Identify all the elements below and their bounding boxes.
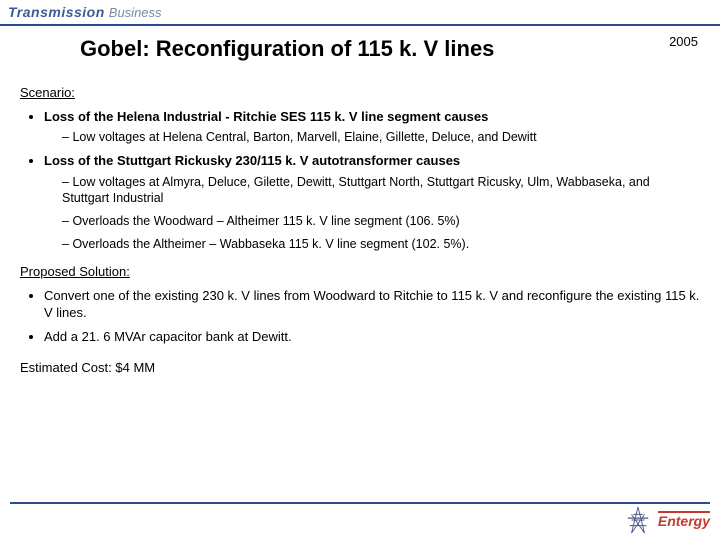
scenario-subitem: Overloads the Woodward – Altheimer 115 k…: [62, 213, 700, 230]
solution-item: Add a 21. 6 MVAr capacitor bank at Dewit…: [44, 328, 700, 346]
footer: Entergy: [10, 502, 710, 534]
estimated-cost: Estimated Cost: $4 MM: [20, 359, 700, 377]
scenario-list: Loss of the Helena Industrial - Ritchie …: [20, 108, 700, 253]
solution-item: Convert one of the existing 230 k. V lin…: [44, 287, 700, 322]
scenario-item: Loss of the Helena Industrial - Ritchie …: [44, 108, 700, 146]
scenario-subitem: Low voltages at Almyra, Deluce, Gilette,…: [62, 174, 700, 208]
brand-main: Transmission: [8, 4, 105, 20]
year-label: 2005: [669, 34, 698, 49]
entergy-logo: Entergy: [658, 511, 710, 529]
scenario-item: Loss of the Stuttgart Rickusky 230/115 k…: [44, 152, 700, 253]
scenario-subitem: Overloads the Altheimer – Wabbaseka 115 …: [62, 236, 700, 253]
scenario-item-text: Loss of the Stuttgart Rickusky 230/115 k…: [44, 153, 460, 168]
solution-list: Convert one of the existing 230 k. V lin…: [20, 287, 700, 346]
page-title: Gobel: Reconfiguration of 115 k. V lines: [80, 36, 700, 62]
content-area: Scenario: Loss of the Helena Industrial …: [0, 66, 720, 377]
scenario-sublist: Low voltages at Almyra, Deluce, Gilette,…: [44, 174, 700, 254]
scenario-sublist: Low voltages at Helena Central, Barton, …: [44, 129, 700, 146]
brand-sub: Business: [109, 5, 162, 20]
scenario-heading: Scenario:: [20, 84, 700, 102]
title-row: Gobel: Reconfiguration of 115 k. V lines: [0, 26, 720, 66]
scenario-subitem: Low voltages at Helena Central, Barton, …: [62, 129, 700, 146]
solution-heading: Proposed Solution:: [20, 263, 700, 281]
tower-icon: [624, 505, 652, 535]
header-bar: Transmission Business: [0, 0, 720, 26]
scenario-item-text: Loss of the Helena Industrial - Ritchie …: [44, 109, 488, 124]
